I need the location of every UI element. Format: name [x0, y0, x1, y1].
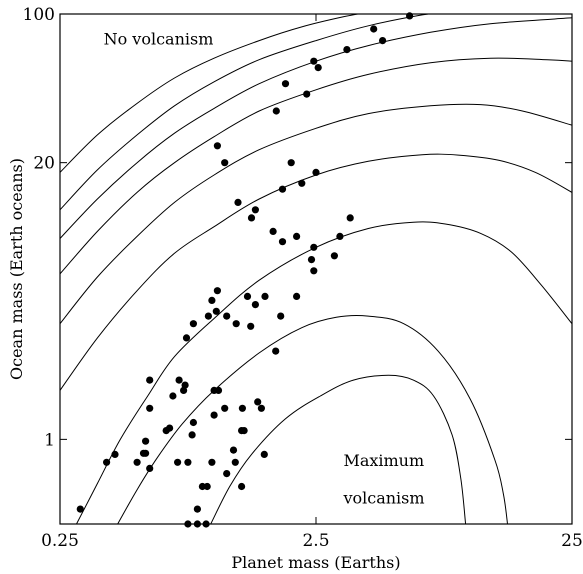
data-point	[169, 392, 177, 400]
x-tick-label: 25	[561, 531, 583, 551]
data-point	[287, 159, 295, 167]
data-point	[189, 320, 197, 328]
data-point	[269, 227, 277, 235]
data-point	[310, 267, 318, 275]
data-point	[261, 292, 269, 300]
data-point	[204, 312, 212, 320]
data-point	[76, 505, 84, 513]
contour-curve-9	[210, 374, 467, 524]
data-point	[343, 46, 351, 54]
data-point	[142, 437, 150, 445]
data-point	[213, 142, 221, 150]
data-point	[139, 449, 148, 457]
data-point	[272, 107, 280, 115]
data-point	[293, 232, 301, 240]
contour-curve-1	[60, 14, 361, 173]
data-point	[111, 450, 119, 458]
data-point	[272, 347, 280, 355]
data-point	[208, 458, 216, 466]
annotation-no-volcanism: No volcanism	[104, 29, 214, 48]
annotation-maximum: Maximum	[343, 451, 424, 470]
data-point	[243, 292, 252, 300]
data-point	[175, 376, 183, 384]
data-point	[254, 398, 262, 406]
y-tick-label: 1	[44, 430, 55, 450]
data-point	[310, 57, 318, 65]
data-point	[307, 256, 316, 264]
data-point	[234, 198, 242, 206]
data-point	[310, 243, 318, 251]
data-point	[277, 312, 285, 320]
data-point	[182, 334, 191, 342]
annotation-volcanism: volcanism	[342, 488, 424, 507]
data-point	[303, 90, 311, 98]
data-point	[293, 292, 301, 300]
y-tick-label: 100	[23, 5, 55, 25]
x-tick-label: 0.25	[41, 531, 79, 551]
data-point	[146, 404, 154, 412]
data-point	[221, 159, 229, 167]
data-point	[247, 322, 255, 330]
data-point	[336, 232, 344, 240]
x-tick-label: 2.5	[302, 531, 329, 551]
data-point	[257, 404, 265, 412]
data-point	[330, 252, 338, 260]
data-point	[146, 376, 154, 384]
data-point	[247, 214, 256, 222]
data-point	[214, 386, 223, 394]
data-point	[231, 458, 239, 466]
data-point	[251, 206, 259, 214]
data-point	[232, 320, 240, 328]
y-tick-label: 20	[33, 154, 55, 174]
data-point	[229, 446, 238, 454]
data-point	[370, 25, 378, 33]
data-point	[379, 37, 387, 45]
data-point	[213, 287, 221, 295]
data-point	[298, 179, 306, 187]
contour-curve-8	[117, 314, 508, 524]
data-point	[281, 80, 290, 88]
data-point	[188, 431, 196, 439]
data-point	[203, 482, 211, 491]
data-point	[166, 424, 174, 432]
data-point	[278, 238, 287, 246]
contour-curve-7	[76, 221, 572, 524]
data-point	[208, 296, 216, 304]
data-point	[223, 312, 231, 320]
data-point	[238, 482, 246, 491]
data-point	[278, 185, 287, 193]
data-point	[314, 64, 322, 72]
data-point	[406, 12, 414, 20]
data-point	[193, 505, 201, 513]
data-point	[238, 404, 246, 412]
data-point	[133, 458, 141, 466]
data-point	[103, 458, 111, 466]
data-point	[240, 427, 248, 435]
contour-curve-4	[60, 57, 572, 275]
data-point	[346, 214, 354, 222]
data-point	[210, 411, 218, 419]
data-point	[223, 470, 231, 478]
data-point	[181, 381, 189, 389]
data-point	[312, 168, 320, 176]
axis-ticks	[59, 13, 573, 524]
y-axis-label: Ocean mass (Earth oceans)	[7, 158, 26, 380]
data-point	[221, 404, 229, 412]
data-point	[212, 307, 220, 315]
data-point	[189, 418, 197, 427]
contour-curve-3	[60, 17, 572, 239]
data-point	[174, 458, 182, 466]
data-point	[260, 450, 268, 458]
contour-curve-5	[60, 103, 572, 325]
data-point	[251, 301, 259, 309]
data-point	[146, 464, 154, 472]
contour-curves	[60, 14, 572, 524]
x-axis-label: Planet mass (Earths)	[231, 553, 400, 572]
data-point	[184, 458, 192, 466]
contour-curve-2	[60, 14, 432, 211]
